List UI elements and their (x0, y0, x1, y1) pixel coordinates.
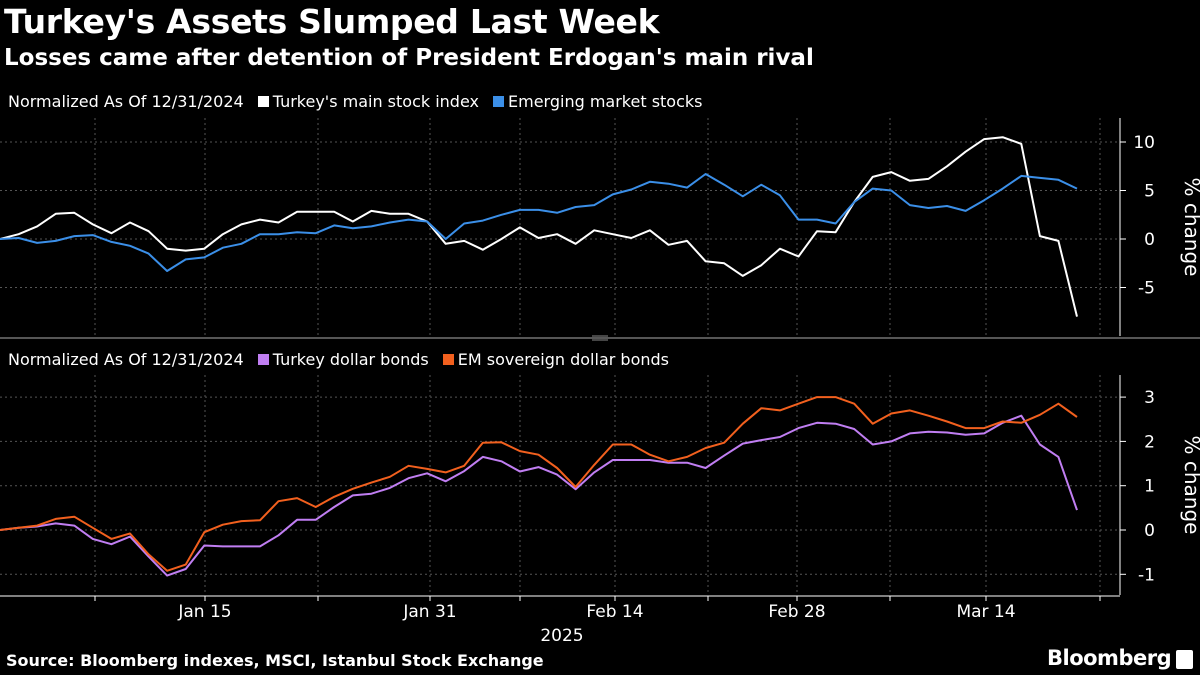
y-axis-title: % change (1180, 178, 1200, 277)
bottom-panel-legend: Normalized As Of 12/31/2024 Turkey dolla… (8, 350, 669, 369)
x-axis-year-label: 2025 (540, 626, 583, 646)
legend-swatch-em-bonds (442, 354, 454, 365)
legend-swatch-em-stocks (493, 96, 504, 107)
turkey-dollar-bonds-line (0, 414, 1078, 577)
y-tick-label: -1 (1138, 565, 1155, 585)
bloomberg-logo: Bloomberg (1047, 646, 1172, 670)
legend-label-turkey-stocks: Turkey's main stock index (272, 92, 479, 111)
bloomberg-terminal-icon (1176, 650, 1193, 669)
y-axis-title: % change (1180, 436, 1200, 535)
x-tick-label: Mar 14 (956, 602, 1015, 622)
y-tick-label: 2 (1144, 432, 1155, 452)
turkey-stock-index-line (0, 136, 1078, 317)
legend-swatch-turkey-bonds (257, 354, 269, 365)
y-tick-label: -5 (1138, 279, 1155, 299)
legend-swatch-turkey-stocks (257, 96, 269, 107)
x-tick-label: Jan 15 (177, 602, 231, 622)
x-tick-label: Jan 31 (402, 602, 456, 622)
em-sovereign-bonds-line (0, 396, 1078, 572)
y-tick-label: 3 (1144, 388, 1155, 408)
y-tick-label: 1 (1144, 477, 1155, 497)
x-tick-label: Feb 14 (586, 602, 643, 622)
top-legend-note: Normalized As Of 12/31/2024 (8, 92, 244, 111)
source-note: Source: Bloomberg indexes, MSCI, Istanbu… (6, 651, 544, 670)
y-tick-label: 0 (1144, 230, 1155, 250)
y-tick-label: 10 (1133, 133, 1155, 153)
em-stocks-line (0, 173, 1078, 272)
chart-title: Turkey's Assets Slumped Last Week (4, 2, 660, 41)
legend-label-em-bonds: EM sovereign dollar bonds (457, 350, 669, 369)
top-panel-legend: Normalized As Of 12/31/2024 Turkey's mai… (8, 92, 702, 111)
chart-subtitle: Losses came after detention of President… (4, 45, 814, 71)
legend-label-em-stocks: Emerging market stocks (508, 92, 703, 111)
y-tick-label: 0 (1144, 521, 1155, 541)
x-tick-label: Feb 28 (768, 602, 825, 622)
y-tick-label: 5 (1144, 182, 1155, 202)
legend-label-turkey-bonds: Turkey dollar bonds (272, 350, 429, 369)
bottom-legend-note: Normalized As Of 12/31/2024 (8, 350, 244, 369)
